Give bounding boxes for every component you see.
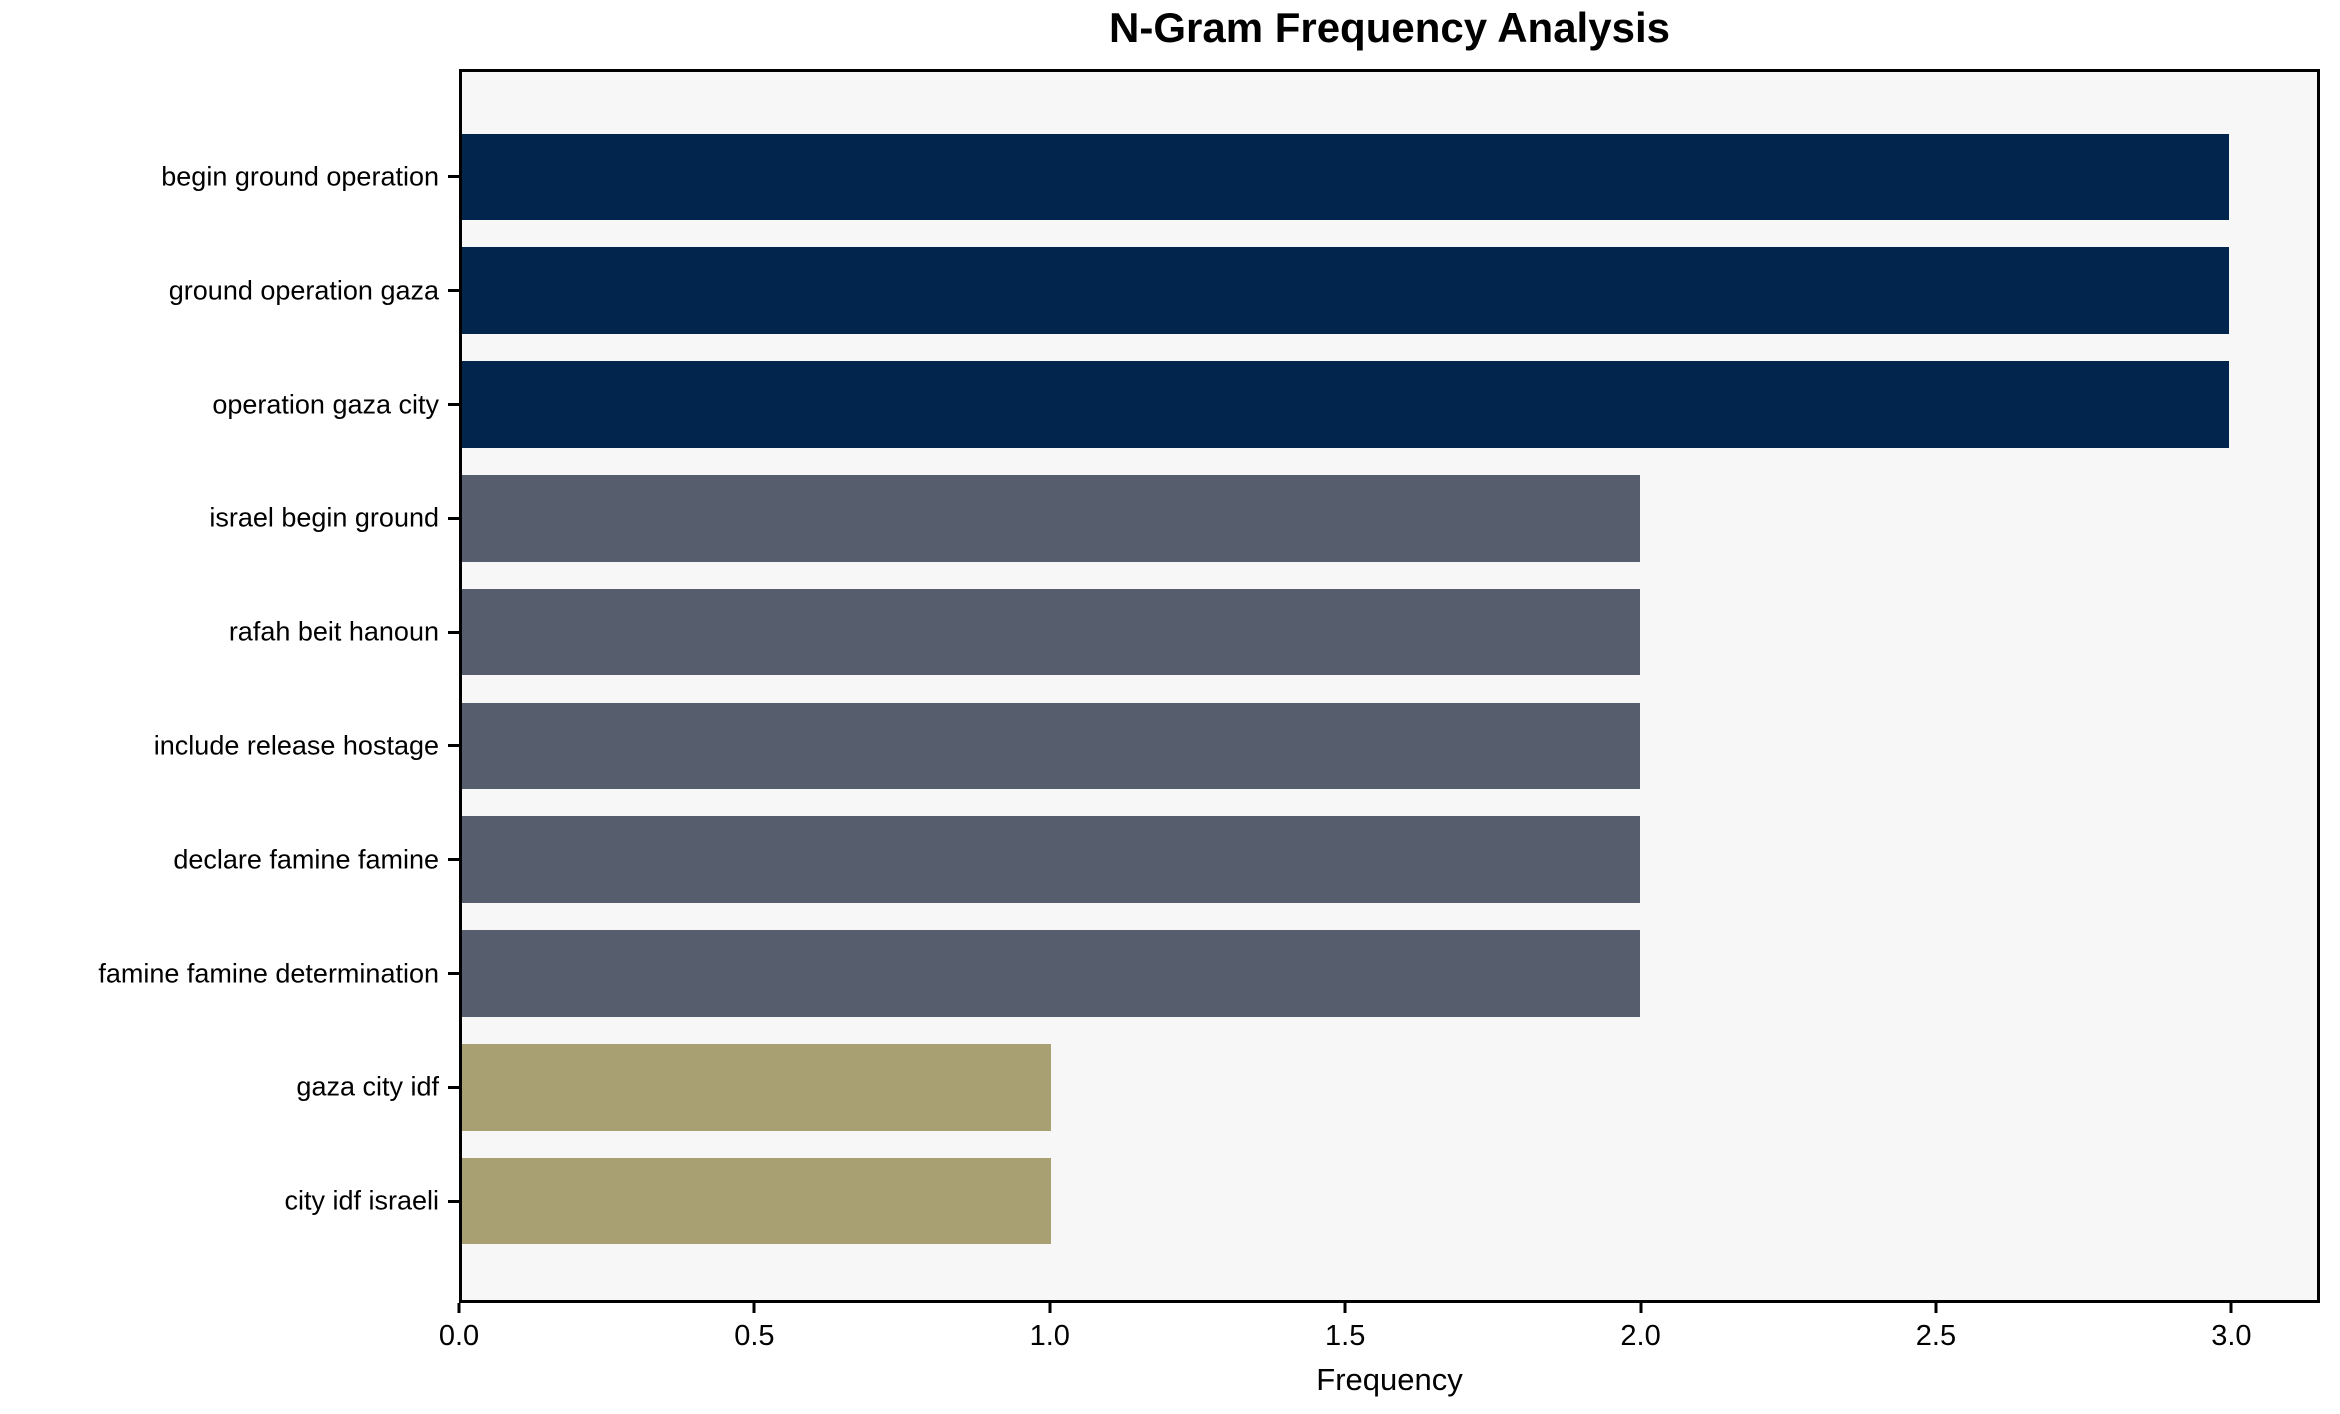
y-tick-mark [448, 1085, 459, 1089]
bar-begin-ground-operation [462, 133, 2229, 221]
y-tick-label: rafah beit hanoun [228, 616, 439, 647]
x-tick-label: 0.0 [438, 1320, 480, 1352]
bar-gaza-city-idf [462, 1044, 1051, 1131]
x-axis-label: Frequency [1316, 1362, 1463, 1397]
bar-famine-famine-determination [462, 930, 1640, 1017]
x-tick-label: 2.0 [1620, 1320, 1661, 1352]
bar-row [462, 917, 2317, 1031]
y-tick-label: israel begin ground [209, 502, 439, 533]
y-tick-label: famine famine determination [98, 958, 439, 988]
bar-israel-begin-ground [462, 475, 1640, 562]
y-tick-mark [448, 972, 459, 975]
bar-row [462, 461, 2317, 575]
bar-rafah-beit-hanoun [462, 588, 1640, 676]
y-tick-mark [448, 403, 459, 406]
x-tick-label: 1.0 [1029, 1320, 1070, 1352]
x-tick-mark [1048, 1303, 1052, 1313]
x-tick-mark [1343, 1303, 1347, 1313]
bar-include-release-hostage [462, 702, 1640, 790]
bar-row [462, 348, 2317, 462]
bar-row [462, 234, 2317, 348]
y-tick-mark [448, 175, 459, 179]
y-tick-label: include release hostage [153, 730, 439, 761]
x-tick-mark [1639, 1303, 1643, 1313]
plot-area [459, 69, 2320, 1303]
y-tick-mark [448, 858, 459, 862]
y-tick-label: declare famine famine [173, 844, 439, 875]
y-tick-label: city idf israeli [284, 1185, 439, 1216]
bar-operation-gaza-city [462, 361, 2229, 448]
y-tick-mark [448, 289, 459, 293]
y-tick-label: begin ground operation [161, 161, 439, 192]
y-tick-mark [448, 630, 459, 634]
x-tick-mark [752, 1303, 756, 1313]
y-tick-label: gaza city idf [296, 1071, 439, 1102]
y-tick-label: operation gaza city [212, 389, 439, 419]
x-tick-label: 3.0 [2211, 1320, 2252, 1352]
x-tick-mark [2229, 1303, 2233, 1313]
x-tick-label: 2.5 [1915, 1320, 1957, 1352]
y-tick-mark [448, 1199, 459, 1203]
y-tick-label: ground operation gaza [168, 275, 439, 306]
bar-row [462, 689, 2317, 803]
chart-title: N-Gram Frequency Analysis [1109, 4, 1670, 51]
y-tick-mark [448, 744, 459, 748]
bar-row [462, 803, 2317, 917]
bar-city-idf-israeli [462, 1157, 1051, 1245]
x-tick-label: 1.5 [1325, 1320, 1366, 1352]
bar-ground-operation-gaza [462, 247, 2229, 334]
bar-declare-famine-famine [462, 816, 1640, 903]
bars-container [462, 72, 2317, 1300]
bar-row [462, 1144, 2317, 1258]
bar-row [462, 1030, 2317, 1144]
x-tick-label: 0.5 [734, 1320, 775, 1352]
y-tick-mark [448, 516, 459, 520]
x-tick-mark [1934, 1303, 1938, 1313]
bar-row [462, 575, 2317, 689]
x-tick-mark [457, 1303, 461, 1313]
bar-row [462, 120, 2317, 234]
